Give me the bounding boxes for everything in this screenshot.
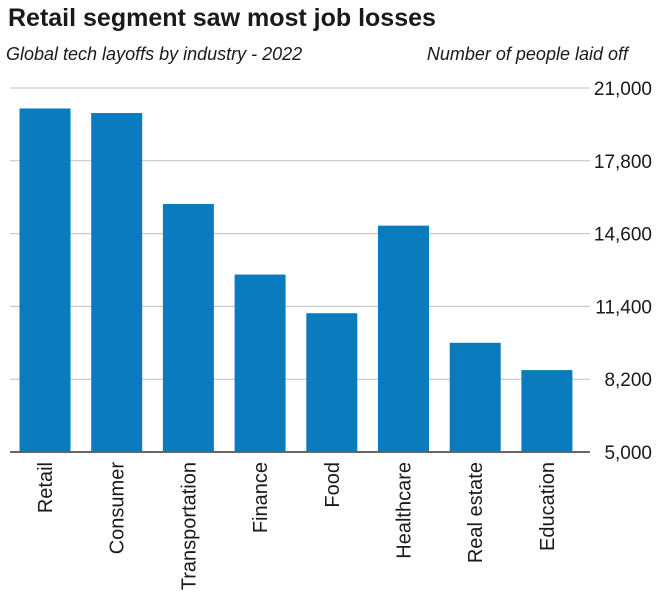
y-tick-label: 17,800 <box>594 152 652 173</box>
x-tick-label: Consumer <box>107 462 129 555</box>
bar-food <box>306 313 358 452</box>
y-tick-label: 11,400 <box>595 297 652 318</box>
bar-real-estate <box>449 342 501 452</box>
x-tick-label: Real estate <box>465 462 487 563</box>
x-tick-label: Food <box>322 462 344 508</box>
x-tick-label: Retail <box>35 462 57 513</box>
y-tick-label: 21,000 <box>594 79 652 100</box>
chart-subtitle: Global tech layoffs by industry - 2022 <box>6 44 303 64</box>
bar-transportation <box>162 204 214 452</box>
bar-consumer <box>91 113 143 453</box>
y-tick-label: 5,000 <box>604 443 652 464</box>
x-tick-label: Education <box>537 462 559 551</box>
bar-finance <box>234 274 286 452</box>
chart-title: Retail segment saw most job losses <box>8 4 436 32</box>
y-tick-label: 8,200 <box>604 370 652 391</box>
x-tick-label: Finance <box>250 462 272 533</box>
x-tick-label: Transportation <box>178 462 200 590</box>
bar-healthcare <box>378 225 429 452</box>
bar-education <box>521 370 573 452</box>
bar-retail <box>19 108 71 452</box>
x-tick-label: Healthcare <box>394 462 416 559</box>
y-tick-label: 14,600 <box>594 225 652 246</box>
y-axis-label: Number of people laid off <box>426 44 628 64</box>
